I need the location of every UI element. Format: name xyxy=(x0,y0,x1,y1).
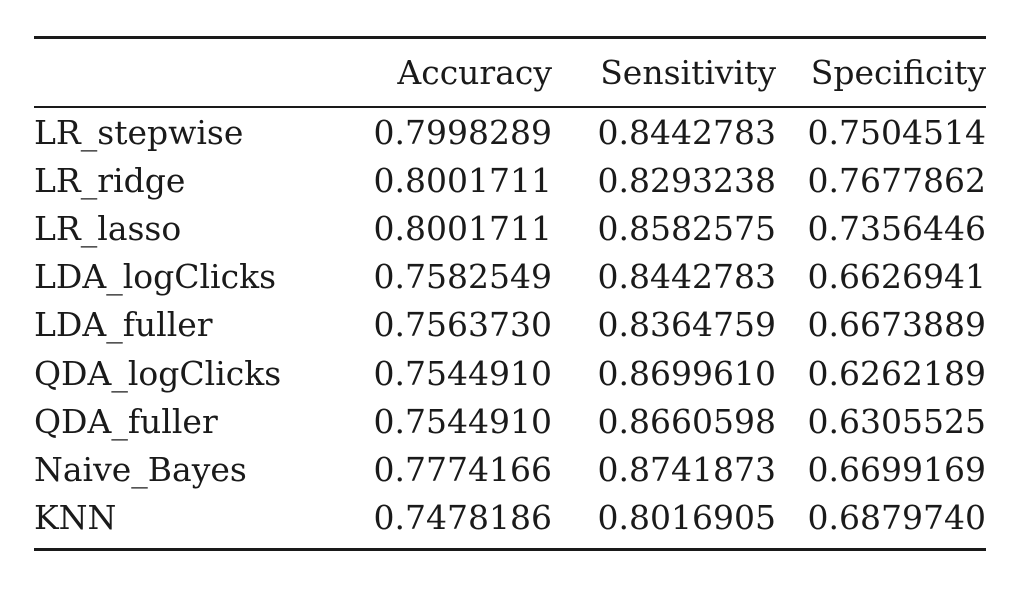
sensitivity-value: 0.8741873 xyxy=(597,449,776,489)
sensitivity-value: 0.8364759 xyxy=(597,305,776,345)
accuracy-value: 0.7563730 xyxy=(373,305,552,345)
accuracy-value: 0.7478186 xyxy=(373,498,552,538)
results-table: Accuracy Sensitivity Specificity LR_step… xyxy=(34,36,986,551)
specificity-value: 0.6262189 xyxy=(807,353,986,393)
specificity-value: 0.6879740 xyxy=(807,498,986,538)
model-name: QDA_logClicks xyxy=(34,353,282,393)
header-row: Accuracy Sensitivity Specificity xyxy=(34,39,986,106)
model-name: LDA_logClicks xyxy=(34,257,277,297)
specificity-value: 0.6626941 xyxy=(807,257,986,297)
sensitivity-value: 0.8660598 xyxy=(597,401,776,441)
accuracy-value: 0.7774166 xyxy=(373,449,552,489)
table-row: LDA_fuller 0.7563730 0.8364759 0.6673889 xyxy=(34,301,986,349)
header-model xyxy=(34,39,354,106)
model-name: LR_stepwise xyxy=(34,112,244,152)
table-row: QDA_fuller 0.7544910 0.8660598 0.6305525 xyxy=(34,397,986,445)
sensitivity-value: 0.8582575 xyxy=(597,208,776,248)
table-row: QDA_logClicks 0.7544910 0.8699610 0.6262… xyxy=(34,349,986,397)
specificity-value: 0.7356446 xyxy=(807,208,986,248)
sensitivity-value: 0.8293238 xyxy=(597,160,776,200)
table-row: LR_lasso 0.8001711 0.8582575 0.7356446 xyxy=(34,204,986,252)
sensitivity-value: 0.8442783 xyxy=(597,257,776,297)
header-accuracy: Accuracy xyxy=(397,53,552,92)
header-specificity: Specificity xyxy=(810,53,986,92)
model-name: QDA_fuller xyxy=(34,401,218,441)
specificity-value: 0.7504514 xyxy=(807,112,986,152)
model-name: LR_ridge xyxy=(34,160,186,200)
bottom-rule xyxy=(34,547,986,551)
table-row: KNN 0.7478186 0.8016905 0.6879740 xyxy=(34,494,986,548)
model-name: KNN xyxy=(34,498,117,538)
accuracy-value: 0.8001711 xyxy=(373,208,552,248)
sensitivity-value: 0.8442783 xyxy=(597,112,776,152)
table-row: Naive_Bayes 0.7774166 0.8741873 0.669916… xyxy=(34,445,986,493)
accuracy-value: 0.7544910 xyxy=(373,401,552,441)
top-rule xyxy=(34,36,986,39)
specificity-value: 0.6305525 xyxy=(807,401,986,441)
metrics-table: Accuracy Sensitivity Specificity LR_step… xyxy=(34,39,986,548)
specificity-value: 0.7677862 xyxy=(807,160,986,200)
model-name: Naive_Bayes xyxy=(34,449,247,489)
specificity-value: 0.6673889 xyxy=(807,305,986,345)
accuracy-value: 0.7998289 xyxy=(373,112,552,152)
sensitivity-value: 0.8699610 xyxy=(597,353,776,393)
table-row: LDA_logClicks 0.7582549 0.8442783 0.6626… xyxy=(34,253,986,301)
table-row: LR_stepwise 0.7998289 0.8442783 0.750451… xyxy=(34,108,986,156)
header-sensitivity: Sensitivity xyxy=(600,53,776,92)
specificity-value: 0.6699169 xyxy=(807,449,986,489)
accuracy-value: 0.8001711 xyxy=(373,160,552,200)
model-name: LR_lasso xyxy=(34,208,182,248)
accuracy-value: 0.7544910 xyxy=(373,353,552,393)
table-row: LR_ridge 0.8001711 0.8293238 0.7677862 xyxy=(34,156,986,204)
model-name: LDA_fuller xyxy=(34,305,213,345)
accuracy-value: 0.7582549 xyxy=(373,257,552,297)
mid-rule xyxy=(34,106,986,108)
sensitivity-value: 0.8016905 xyxy=(597,498,776,538)
